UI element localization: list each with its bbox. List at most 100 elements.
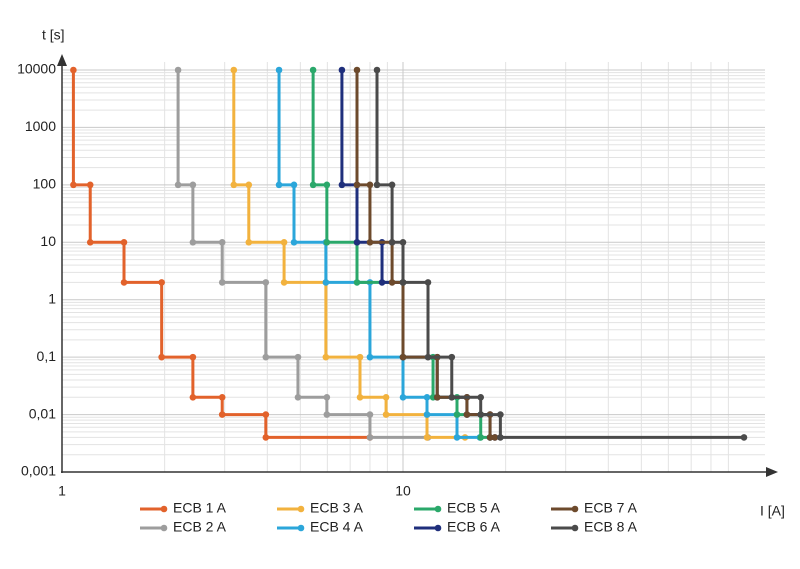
data-point	[399, 238, 407, 246]
legend-label: ECB 1 A	[173, 500, 227, 516]
series-line	[340, 70, 495, 439]
data-point	[323, 393, 331, 401]
data-point	[388, 238, 396, 246]
legend-dot	[434, 524, 442, 532]
data-point	[275, 66, 283, 74]
legend-label: ECB 6 A	[447, 519, 501, 535]
data-point	[322, 353, 330, 361]
legend-dot	[571, 505, 579, 513]
data-point	[338, 66, 346, 74]
data-point	[294, 393, 302, 401]
data-point	[262, 353, 270, 361]
data-point	[477, 434, 485, 441]
y-tick-label: 0,001	[21, 463, 56, 479]
data-point	[174, 66, 182, 74]
data-point	[353, 181, 361, 189]
legend-label: ECB 8 A	[584, 519, 638, 535]
data-point	[424, 279, 432, 286]
data-point	[382, 393, 390, 401]
y-axis-label: t [s]	[42, 27, 65, 43]
data-point	[70, 181, 77, 189]
data-point	[158, 353, 165, 361]
data-point	[477, 393, 485, 401]
data-point	[448, 393, 456, 401]
data-point	[218, 238, 226, 246]
data-point	[378, 279, 386, 286]
data-point	[423, 411, 431, 418]
legend-dot	[160, 505, 168, 513]
legend-label: ECB 5 A	[447, 500, 501, 516]
data-point	[353, 279, 361, 286]
series-line	[277, 70, 480, 439]
data-point	[366, 434, 374, 441]
data-point	[309, 181, 317, 189]
data-point	[366, 238, 374, 246]
legend-dot	[160, 524, 168, 532]
data-point	[218, 393, 226, 401]
y-tick-label: 10000	[17, 61, 56, 77]
data-point	[120, 279, 128, 286]
data-point	[433, 393, 441, 401]
data-point	[382, 411, 390, 418]
data-point	[323, 181, 331, 189]
data-point	[275, 181, 283, 189]
x-axis-arrow	[766, 467, 778, 477]
data-point	[158, 279, 165, 286]
data-point	[218, 411, 226, 418]
data-point	[230, 66, 238, 74]
data-point	[366, 353, 374, 361]
data-point	[388, 279, 396, 286]
legend-dot	[434, 505, 442, 513]
series-line	[232, 70, 466, 439]
data-point	[399, 279, 407, 286]
data-point	[280, 238, 288, 246]
x-axis-label: I [A]	[760, 503, 785, 519]
data-point	[423, 393, 431, 401]
data-point	[262, 279, 270, 286]
data-point	[366, 411, 374, 418]
data-point	[491, 434, 499, 441]
data-point	[189, 393, 197, 401]
data-point	[189, 181, 197, 189]
legend-label: ECB 7 A	[584, 500, 638, 516]
y-axis-arrow	[57, 54, 67, 66]
data-point	[120, 238, 128, 246]
data-point	[294, 353, 302, 361]
data-point	[356, 393, 364, 401]
data-point	[280, 279, 288, 286]
data-point	[399, 393, 407, 401]
legend-dot	[571, 524, 579, 532]
legend-dot	[297, 505, 305, 513]
data-point	[353, 66, 361, 74]
data-point	[230, 181, 238, 189]
legend-label: ECB 2 A	[173, 519, 227, 535]
data-point	[218, 279, 226, 286]
data-point	[477, 411, 485, 418]
data-point	[497, 434, 504, 441]
data-point	[309, 66, 317, 74]
data-point	[189, 353, 197, 361]
data-point	[453, 411, 461, 418]
data-point	[245, 238, 253, 246]
y-tick-label: 10	[40, 233, 56, 249]
data-point	[322, 279, 330, 286]
grid	[61, 62, 765, 473]
data-point	[70, 66, 77, 74]
data-point	[366, 181, 374, 189]
data-point	[245, 181, 253, 189]
x-tick-label: 1	[58, 483, 66, 499]
data-point	[262, 411, 270, 418]
data-point	[373, 66, 381, 74]
y-tick-label: 0,01	[29, 405, 56, 421]
y-tick-label: 1000	[25, 118, 56, 134]
data-point	[323, 411, 331, 418]
data-point	[453, 434, 461, 441]
data-point	[399, 353, 407, 361]
legend-label: ECB 3 A	[310, 500, 364, 516]
data-point	[290, 238, 298, 246]
data-point	[424, 353, 432, 361]
data-point	[423, 434, 431, 441]
y-tick-label: 0,1	[37, 348, 57, 364]
